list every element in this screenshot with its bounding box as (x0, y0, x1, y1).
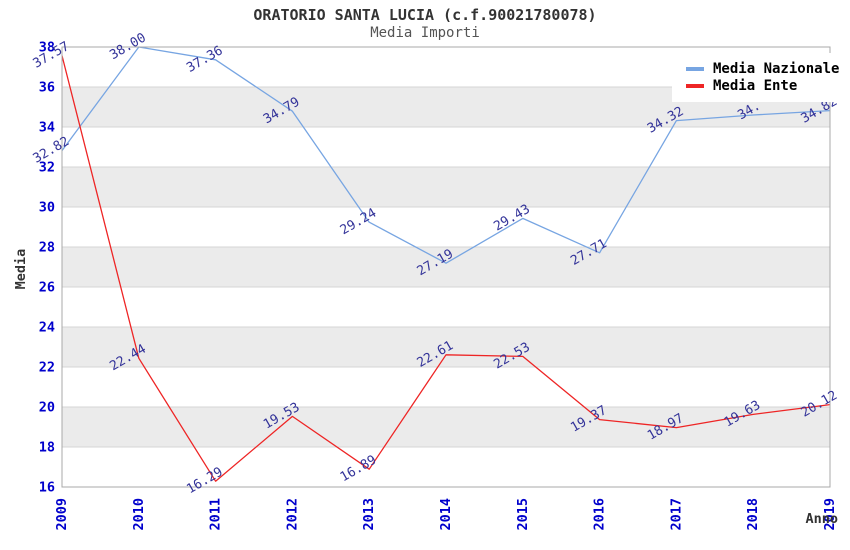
legend: Media Nazionale Media Ente (672, 53, 842, 102)
point-label: 16.89 (338, 453, 379, 486)
y-tick-label: 30 (39, 200, 55, 216)
background-bands (62, 87, 830, 447)
x-tick-label: 2013 (361, 498, 377, 531)
legend-swatch-media-ente (686, 83, 704, 88)
y-tick-label: 20 (39, 400, 55, 416)
plot-band (62, 407, 830, 447)
plot-band (62, 327, 830, 367)
y-tick-label: 34 (39, 120, 55, 136)
x-tick-label: 2011 (208, 498, 224, 531)
legend-item-media-nazionale: Media Nazionale (686, 60, 840, 77)
series-lines (61, 46, 831, 482)
point-label: 38.00 (107, 30, 148, 63)
chart-title: ORATORIO SANTA LUCIA (c.f.90021780078) (253, 6, 597, 24)
series-line-media-nazionale (61, 46, 831, 264)
point-label: 29.24 (338, 206, 380, 239)
x-axis-title: Anno (805, 511, 838, 527)
y-tick-label: 36 (39, 80, 55, 96)
plot-band (62, 247, 830, 287)
point-label: 16.29 (184, 465, 225, 498)
chart-subtitle: Media Importi (370, 25, 480, 41)
y-tick-label: 24 (39, 320, 55, 336)
x-tick-label: 2016 (592, 498, 608, 531)
plot-border (61, 46, 831, 488)
x-tick-label: 2014 (438, 498, 454, 531)
legend-label: Media Nazionale (713, 60, 840, 77)
legend-label: Media Ente (713, 77, 798, 94)
x-tick-label: 2019 (822, 498, 838, 531)
axis-tick-labels: 16 18 20 22 24 26 28 30 32 34 36 38 2009 2010 2011 2012… (39, 40, 838, 531)
x-tick-label: 2010 (131, 498, 147, 531)
series-line-media-ente (61, 55, 831, 482)
y-tick-label: 22 (39, 360, 55, 376)
x-tick-label: 2012 (284, 498, 300, 531)
y-tick-label: 16 (39, 480, 55, 496)
plot-border-rect (61, 46, 831, 488)
legend-item-media-ente: Media Ente (686, 77, 838, 94)
y-axis-title: Media (13, 248, 29, 290)
legend-swatch-media-nazionale (686, 66, 704, 71)
plot-band (62, 167, 830, 207)
y-tick-label: 26 (39, 280, 55, 296)
x-tick-label: 2009 (54, 498, 70, 531)
x-tick-label: 2018 (745, 498, 761, 531)
y-tick-label: 32 (39, 160, 55, 176)
y-tick-label: 18 (39, 440, 55, 456)
x-tick-label: 2017 (668, 498, 684, 531)
point-label: 37.36 (184, 43, 225, 76)
x-tick-label: 2015 (515, 498, 531, 531)
y-tick-label: 28 (39, 240, 55, 256)
grid-lines (62, 86, 830, 448)
y-tick-label: 38 (39, 40, 55, 56)
